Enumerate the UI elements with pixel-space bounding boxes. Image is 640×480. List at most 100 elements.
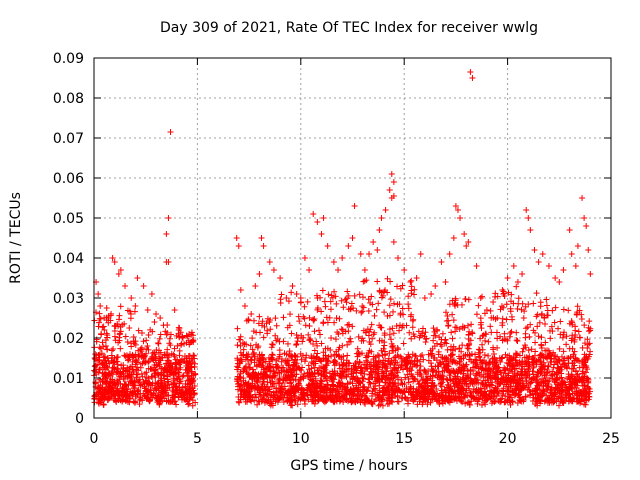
data-point <box>305 331 312 338</box>
data-point <box>366 361 373 368</box>
data-point <box>246 373 253 380</box>
data-point <box>378 215 385 221</box>
data-point <box>431 382 438 389</box>
data-point <box>106 386 113 393</box>
data-point <box>134 364 141 371</box>
data-point <box>320 349 327 356</box>
data-point <box>399 282 406 289</box>
data-point <box>332 293 339 300</box>
data-point <box>253 329 260 336</box>
data-point <box>390 308 397 315</box>
data-point <box>251 397 258 404</box>
data-point <box>527 227 534 233</box>
data-point <box>145 375 152 382</box>
data-point <box>182 380 189 387</box>
data-point <box>543 296 550 303</box>
data-point <box>398 361 405 368</box>
data-point <box>555 402 562 409</box>
data-point <box>446 251 453 257</box>
data-point <box>293 366 300 373</box>
data-point <box>381 332 388 339</box>
data-point <box>487 367 494 374</box>
data-point <box>289 365 296 372</box>
data-point <box>354 398 361 405</box>
data-point <box>122 393 129 400</box>
data-point <box>359 294 366 301</box>
data-point <box>283 360 290 367</box>
data-point <box>364 326 371 333</box>
data-point <box>321 298 328 305</box>
data-point <box>372 391 379 398</box>
data-point <box>553 395 560 402</box>
data-point <box>98 360 105 367</box>
data-point <box>259 385 266 392</box>
data-point <box>413 362 420 369</box>
data-point <box>384 312 391 319</box>
data-point <box>294 335 301 342</box>
data-point <box>160 322 167 329</box>
data-point <box>118 362 125 369</box>
data-point <box>408 287 415 294</box>
data-point <box>387 278 394 285</box>
data-point <box>402 359 409 366</box>
data-point <box>102 337 109 344</box>
data-point <box>117 345 124 352</box>
data-point <box>349 323 356 330</box>
data-point <box>382 357 389 364</box>
data-point <box>255 320 262 327</box>
data-point <box>460 352 467 359</box>
data-point <box>258 398 265 405</box>
data-point <box>444 313 451 320</box>
data-point <box>506 397 513 404</box>
data-point <box>523 377 530 384</box>
data-point <box>320 355 327 362</box>
data-point <box>342 296 349 303</box>
data-point <box>338 326 345 333</box>
data-point <box>411 376 418 383</box>
data-point <box>452 203 459 209</box>
data-point <box>578 316 585 323</box>
data-point <box>111 322 118 329</box>
data-point <box>361 267 368 273</box>
data-point <box>339 386 346 393</box>
data-point <box>575 398 582 405</box>
chart-title: Day 309 of 2021, Rate Of TEC Index for r… <box>160 20 538 36</box>
data-point <box>365 296 372 303</box>
data-point <box>575 328 582 335</box>
data-point <box>580 387 587 394</box>
data-point <box>166 384 173 391</box>
data-point <box>408 277 415 284</box>
data-point <box>168 381 175 388</box>
data-point <box>295 378 302 385</box>
data-point <box>92 362 99 369</box>
data-point <box>266 259 273 265</box>
data-point <box>389 344 396 351</box>
data-point <box>289 353 296 360</box>
data-point <box>435 351 442 358</box>
data-point <box>508 328 515 335</box>
data-point <box>370 331 377 338</box>
data-point <box>522 303 529 310</box>
data-point <box>250 317 257 324</box>
data-point <box>316 385 323 392</box>
data-point <box>175 324 182 331</box>
data-point <box>472 356 479 363</box>
data-point <box>313 292 320 299</box>
data-point <box>258 322 265 329</box>
data-point <box>336 344 343 351</box>
data-point <box>187 360 194 367</box>
data-point <box>392 359 399 366</box>
data-point <box>296 365 303 372</box>
data-point <box>507 305 514 312</box>
data-point <box>298 386 305 393</box>
data-point <box>467 389 474 396</box>
data-point <box>297 396 304 403</box>
data-point <box>369 335 376 342</box>
data-point <box>235 364 242 371</box>
data-point <box>340 359 347 366</box>
data-point <box>124 357 131 364</box>
data-point <box>577 389 584 396</box>
plot-frame <box>93 57 612 419</box>
data-point <box>314 342 321 349</box>
data-point <box>438 361 445 368</box>
